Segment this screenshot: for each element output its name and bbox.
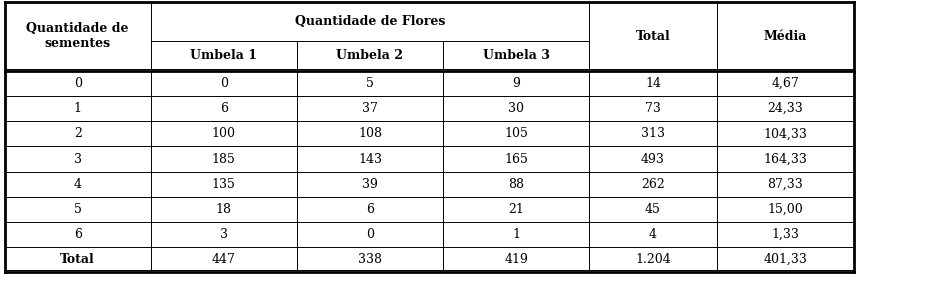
Text: 447: 447 <box>212 253 236 266</box>
Text: 0: 0 <box>366 228 374 241</box>
Text: 87,33: 87,33 <box>768 178 803 191</box>
Text: 6: 6 <box>74 228 81 241</box>
Text: Quantidade de Flores: Quantidade de Flores <box>295 15 445 28</box>
Text: 15,00: 15,00 <box>768 203 803 216</box>
Text: 1: 1 <box>512 228 520 241</box>
Text: 0: 0 <box>220 77 228 90</box>
Text: 5: 5 <box>366 77 374 90</box>
Text: 2: 2 <box>74 127 81 140</box>
Text: 165: 165 <box>504 153 528 165</box>
Text: 5: 5 <box>74 203 81 216</box>
Text: 18: 18 <box>216 203 232 216</box>
Text: 1.204: 1.204 <box>635 253 671 266</box>
Text: 313: 313 <box>641 127 665 140</box>
Text: 4: 4 <box>74 178 81 191</box>
Text: 100: 100 <box>212 127 236 140</box>
Text: Total: Total <box>635 30 671 43</box>
Text: 4: 4 <box>649 228 657 241</box>
Text: 24,33: 24,33 <box>768 102 803 115</box>
Text: 108: 108 <box>358 127 382 140</box>
Text: 39: 39 <box>362 178 378 191</box>
Text: 164,33: 164,33 <box>763 153 808 165</box>
Text: 14: 14 <box>645 77 661 90</box>
Text: Média: Média <box>764 30 807 43</box>
Text: 73: 73 <box>645 102 661 115</box>
Text: Quantidade de
sementes: Quantidade de sementes <box>27 22 129 50</box>
Text: 105: 105 <box>504 127 528 140</box>
Text: 1,33: 1,33 <box>771 228 799 241</box>
Text: 4,67: 4,67 <box>771 77 799 90</box>
Text: 0: 0 <box>74 77 81 90</box>
Text: 493: 493 <box>641 153 665 165</box>
Text: Total: Total <box>60 253 95 266</box>
Text: 45: 45 <box>645 203 661 216</box>
Text: 401,33: 401,33 <box>763 253 808 266</box>
Text: 6: 6 <box>366 203 374 216</box>
Text: 6: 6 <box>220 102 228 115</box>
Text: Umbela 3: Umbela 3 <box>483 49 549 62</box>
Text: 262: 262 <box>641 178 665 191</box>
Text: 419: 419 <box>504 253 528 266</box>
Text: 3: 3 <box>220 228 228 241</box>
Text: 338: 338 <box>358 253 382 266</box>
Text: 135: 135 <box>212 178 236 191</box>
Text: 88: 88 <box>508 178 524 191</box>
Text: 185: 185 <box>212 153 236 165</box>
Text: 1: 1 <box>74 102 81 115</box>
Text: 143: 143 <box>358 153 382 165</box>
Text: 21: 21 <box>508 203 524 216</box>
Text: Umbela 2: Umbela 2 <box>337 49 403 62</box>
Text: 37: 37 <box>362 102 378 115</box>
Text: 30: 30 <box>508 102 524 115</box>
Text: 3: 3 <box>74 153 81 165</box>
Text: Umbela 1: Umbela 1 <box>191 49 257 62</box>
Text: 9: 9 <box>512 77 520 90</box>
Text: 104,33: 104,33 <box>763 127 808 140</box>
